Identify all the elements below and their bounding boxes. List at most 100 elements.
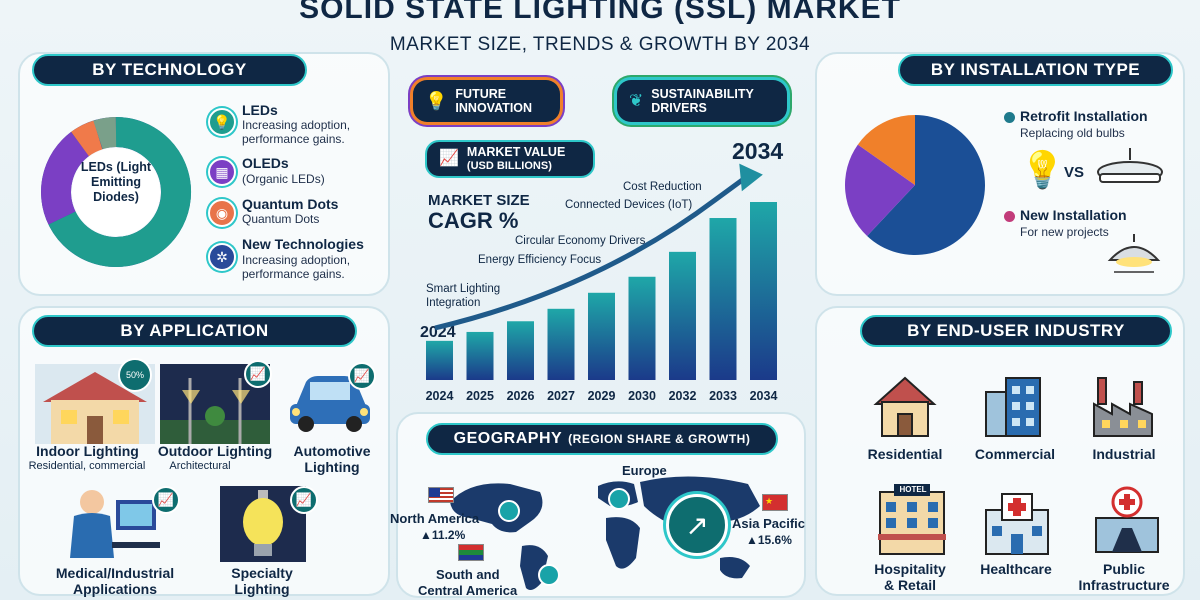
- market-bar-chart: 2024 2025 2026 2027 2029 2030 2032 2033 2034: [426, 163, 778, 403]
- quantum-dot-icon: ◉: [208, 199, 236, 227]
- year-start-label: 2024: [420, 324, 456, 341]
- market-size-label: MARKET SIZE: [428, 192, 530, 209]
- bulb-icon: 💡: [1020, 149, 1065, 190]
- world-map: [450, 476, 760, 590]
- pie-slice-new: [857, 115, 915, 185]
- donut-segment-quantum: [71, 120, 103, 157]
- sustainability-label: SUSTAINABILITY DRIVERS: [651, 87, 754, 115]
- trend-label: Integration: [426, 297, 481, 309]
- enduser-item-title: Healthcare: [980, 561, 1052, 577]
- cagr-label: CAGR %: [428, 208, 519, 233]
- page-title: SOLID STATE LIGHTING (SSL) MARKET: [299, 0, 901, 25]
- hospital-icon: [985, 493, 1049, 555]
- tech-item-desc: (Organic LEDs): [242, 172, 325, 186]
- tech-item-desc: Quantum Dots: [242, 212, 320, 226]
- car-illustration: [290, 376, 370, 432]
- enduser-item-title: Residential: [867, 446, 943, 462]
- future-innovation-pill: 💡 FUTURE INNOVATION: [413, 80, 560, 122]
- badge-percent: 50%: [125, 370, 144, 380]
- pie-slice-new: [845, 144, 915, 237]
- tech-item-title: Quantum Dots: [242, 196, 339, 212]
- bar-2032: [669, 251, 696, 380]
- app-item-title: Automotive: [293, 443, 371, 459]
- trend-label: Energy Efficiency Focus: [478, 254, 602, 266]
- bar-label: 2033: [709, 389, 737, 403]
- bar-label: 2029: [588, 389, 616, 403]
- new-install-dot-icon: [1004, 211, 1015, 222]
- future-innovation-label: FUTURE INNOVATION: [455, 87, 533, 115]
- bar-label: 2034: [750, 389, 778, 403]
- year-end-label: 2034: [732, 138, 784, 164]
- percent-badge: 50%: [118, 358, 152, 392]
- tech-item-desc: Increasing adoption,: [242, 253, 351, 267]
- hotel-icon: [878, 484, 946, 555]
- growth-arrow-icon: ↗: [666, 494, 728, 556]
- application-heading: BY APPLICATION: [32, 315, 357, 347]
- tech-item-desc: performance gains.: [242, 267, 345, 281]
- app-item-title: Lighting: [234, 581, 290, 597]
- app-item-title: Indoor Lighting: [36, 443, 139, 459]
- map-pin-icon: [608, 488, 630, 510]
- south-africa-flag-icon: [458, 544, 484, 561]
- bar-2025: [466, 331, 494, 380]
- trend-arrowhead: [739, 163, 763, 192]
- asia-pacific-growth: ▲15.6%: [746, 533, 792, 547]
- medical-illustration: [70, 490, 160, 558]
- market-value-unit: (USD BILLIONS): [466, 160, 552, 172]
- factory-icon: [1093, 377, 1153, 437]
- ceiling-lamp-icon: [1097, 148, 1163, 183]
- north-america-growth: ▲11.2%: [420, 528, 466, 542]
- leaf-icon: ❦: [629, 91, 644, 110]
- enduser-item-title: Industrial: [1092, 446, 1156, 462]
- tech-item-desc: performance gains.: [242, 132, 345, 146]
- public-infrastructure-icon: [1095, 486, 1159, 553]
- pie-slice-retrofit: [867, 115, 985, 255]
- bar-label: 2027: [547, 389, 575, 403]
- trend-label: Connected Devices (IoT): [565, 199, 693, 211]
- south-america-label: Central America: [418, 583, 518, 598]
- chip-icon: ▦: [208, 158, 236, 186]
- geography-title: GEOGRAPHY: [453, 430, 563, 447]
- enduser-item-title: Commercial: [974, 446, 1056, 462]
- retrofit-dot-icon: [1004, 112, 1015, 123]
- chart-badge-icon: 📈: [348, 362, 376, 390]
- bar-2024: [426, 340, 453, 380]
- app-item-title: Outdoor Lighting: [157, 443, 273, 459]
- europe-label: Europe: [622, 463, 667, 478]
- tech-item-title: New Technologies: [242, 236, 364, 252]
- donut-center-label: LEDs (Light Emitting Diodes): [80, 160, 152, 204]
- north-america-label: North America: [390, 511, 480, 526]
- house-icon: [873, 376, 937, 437]
- enduser-heading: BY END-USER INDUSTRY: [860, 315, 1172, 347]
- donut-segment-new: [93, 117, 117, 150]
- bar-label: 2024: [426, 389, 454, 403]
- retrofit-label: Retrofit Installation: [1020, 108, 1148, 124]
- donut-segment-oleds: [41, 132, 90, 225]
- vs-label: VS: [1064, 164, 1085, 181]
- new-install-desc: For new projects: [1020, 225, 1109, 239]
- map-pin-icon: [538, 564, 560, 586]
- geography-heading: GEOGRAPHY (REGION SHARE & GROWTH): [426, 423, 778, 455]
- bar-2026: [507, 321, 534, 380]
- installation-pie: [845, 115, 985, 255]
- app-item-title: Specialty: [231, 565, 293, 581]
- map-pin-icon: [498, 500, 520, 522]
- bar-2030: [628, 276, 656, 380]
- tech-item-title: LEDs: [242, 102, 278, 118]
- trend-arrow: [434, 175, 747, 331]
- trend-label: Cost Reduction: [623, 181, 702, 193]
- network-icon: ✲: [208, 243, 236, 271]
- bar-2029: [588, 292, 615, 380]
- bar-2034: [750, 202, 777, 380]
- app-item-title: Medical/Industrial: [55, 565, 175, 581]
- bar-label: 2026: [507, 389, 535, 403]
- installation-heading: BY INSTALLATION TYPE: [898, 54, 1173, 86]
- enduser-item-title: Public: [1102, 561, 1145, 577]
- pendant-lamp-icon: [1107, 234, 1161, 273]
- office-building-icon: [985, 377, 1041, 437]
- retrofit-desc: Replacing old bulbs: [1020, 126, 1125, 140]
- market-value-pill: 📈 MARKET VALUE (USD BILLIONS): [425, 140, 595, 178]
- tech-item-desc: Increasing adoption,: [242, 118, 351, 132]
- hotel-sign-label: HOTEL: [899, 485, 927, 494]
- asia-pacific-label: Asia Pacific: [732, 516, 805, 531]
